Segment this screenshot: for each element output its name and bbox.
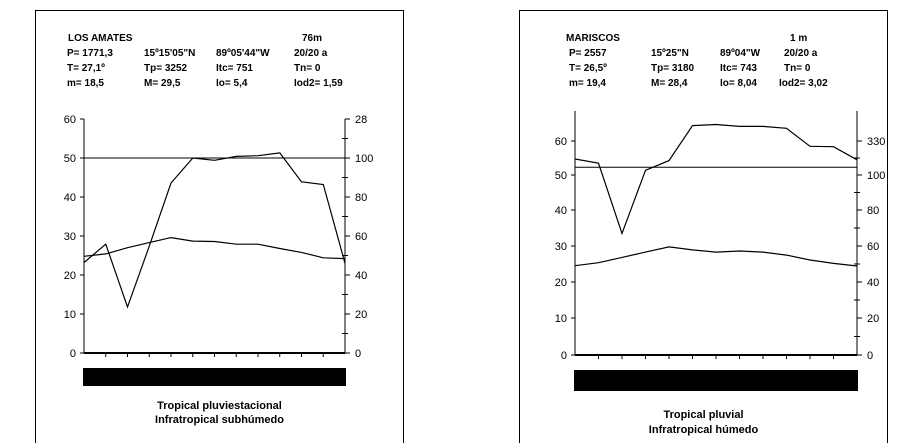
precipitation-label: P= 2557 (569, 48, 607, 59)
mean-temp-label: T= 26,5º (569, 63, 607, 74)
left-tick-label: 30 (555, 241, 567, 253)
precipitation-line (83, 152, 346, 309)
left-tick-label: 30 (64, 231, 76, 243)
min-temp-label: m= 18,5 (67, 78, 104, 89)
itc-label: Itc= 743 (720, 63, 757, 74)
station-altitude: 1 m (790, 33, 808, 44)
io-label: Io= 5,4 (216, 78, 248, 89)
left-tick-label: 20 (555, 277, 567, 289)
years-label: 20/20 a (784, 48, 818, 59)
left-tick-label: 40 (555, 205, 567, 217)
bioclimate-label: Tropical pluvial (663, 409, 744, 421)
latitude-label: 15º25"N (651, 48, 689, 59)
frost-bar (83, 368, 346, 386)
right-tick-label: 100 (355, 153, 373, 165)
right-tick-label: 20 (355, 309, 367, 321)
thermotype-label: Infratropical húmedo (648, 424, 759, 436)
right-tick-label: 40 (355, 270, 367, 282)
right-tick-label: 20 (867, 313, 879, 325)
left-tick-label: 0 (70, 348, 76, 360)
io-label: Io= 8,04 (720, 78, 757, 89)
right-tick-label: 80 (867, 205, 879, 217)
tp-label: Tp= 3180 (651, 63, 695, 74)
right-tick-label: 0 (355, 348, 361, 360)
years-label: 20/20 a (294, 48, 328, 59)
left-tick-label: 60 (64, 114, 76, 126)
latitude-label: 15º15'05"N (144, 48, 196, 59)
temperature-line (574, 246, 858, 267)
climate-diagram-mariscos: MARISCOS 1 m P= 2557 15º25"N 89º04"W 20/… (519, 10, 888, 443)
climate-diagram-los-amates: LOS AMATES 76m P= 1771,3 15º15'05"N 89º0… (35, 10, 404, 443)
right-tick-label: 60 (355, 231, 367, 243)
itc-label: Itc= 751 (216, 63, 253, 74)
tn-label: Tn= 0 (784, 63, 811, 74)
longitude-label: 89º04"W (720, 48, 761, 59)
right-tick-label: 100 (867, 170, 885, 182)
iod2-label: Iod2= 1,59 (294, 78, 343, 89)
tn-label: Tn= 0 (294, 63, 321, 74)
iod2-label: Iod2= 3,02 (779, 78, 828, 89)
right-tick-label: 28 (355, 114, 367, 126)
right-tick-label: 0 (867, 350, 873, 362)
left-tick-label: 10 (555, 313, 567, 325)
left-tick-label: 20 (64, 270, 76, 282)
left-tick-label: 50 (555, 170, 567, 182)
right-tick-label: 40 (867, 277, 879, 289)
max-temp-label: M= 28,4 (651, 78, 688, 89)
station-name: LOS AMATES (68, 33, 133, 44)
frost-bar (574, 370, 858, 391)
bioclimate-label: Tropical pluviestacional (157, 400, 282, 412)
left-tick-label: 60 (555, 136, 567, 148)
mean-temp-label: T= 27,1º (67, 63, 105, 74)
left-tick-label: 40 (64, 192, 76, 204)
right-tick-label: 80 (355, 192, 367, 204)
right-tick-label: 60 (867, 241, 879, 253)
longitude-label: 89º05'44"W (216, 48, 270, 59)
thermotype-label: Infratropical subhúmedo (155, 414, 284, 426)
station-name: MARISCOS (566, 33, 620, 44)
precipitation-label: P= 1771,3 (67, 48, 113, 59)
precipitation-line (574, 123, 858, 236)
tp-label: Tp= 3252 (144, 63, 188, 74)
max-temp-label: M= 29,5 (144, 78, 181, 89)
left-tick-label: 50 (64, 153, 76, 165)
temperature-line (83, 236, 346, 260)
min-temp-label: m= 19,4 (569, 78, 606, 89)
right-tick-label: 330 (867, 136, 885, 148)
station-altitude: 76m (302, 33, 323, 44)
left-tick-label: 0 (561, 350, 567, 362)
left-tick-label: 10 (64, 309, 76, 321)
